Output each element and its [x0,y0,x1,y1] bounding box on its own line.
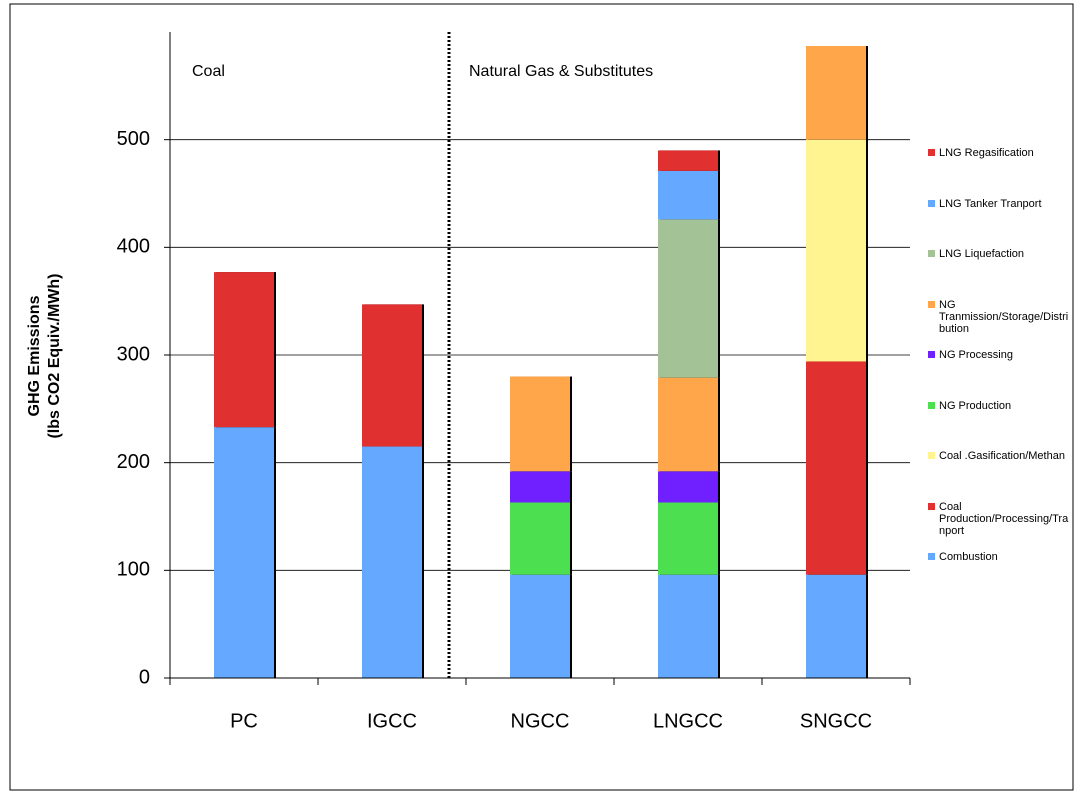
annotation: Natural Gas & Substitutes [469,63,653,80]
legend-item: LNG Tanker Tranport [928,198,1074,210]
legend-item: NG Production [928,400,1074,412]
x-tick-label: PC [230,710,258,732]
legend-item: Coal .Gasification/Methan [928,450,1074,462]
legend-item: LNG Liquefaction [928,248,1074,260]
y-tick-label: 500 [117,128,150,150]
bar-segment [658,170,718,220]
bar-segment [658,219,718,378]
bar-segment [806,574,866,678]
y-axis-label-line: (lbs CO2 Equiv./MWh) [46,273,63,438]
bar-segment [510,471,570,503]
y-tick-label: 100 [117,559,150,581]
bar-segment [510,502,570,575]
legend-swatch [928,553,935,560]
x-tick-label: IGCC [367,710,417,732]
bar-segment [658,377,718,472]
legend-swatch [928,300,935,308]
legend-swatch [928,351,935,358]
y-tick-label: 200 [117,451,150,473]
legend-label: Coal Production/Processing/Tranport [939,500,1069,537]
bar-segment [510,574,570,678]
x-tick-label: NGCC [511,710,570,732]
legend-label: NG Production [939,399,1012,412]
bar-segment [658,150,718,171]
bar-segment [658,502,718,575]
legend-label: LNG Liquefaction [939,248,1024,260]
legend-swatch [928,250,935,257]
frame [9,3,1074,791]
bar-segment [362,304,422,447]
legend-label: LNG Tanker Tranport [939,197,1042,210]
legend-item: Coal Production/Processing/Tranport [928,501,1074,537]
bar-segment [806,361,866,575]
legend-label: LNG Regasification [939,147,1034,159]
legend-label: NG Processing [939,349,1013,361]
x-tick-label: LNGCC [653,710,723,732]
x-tick-label: SNGCC [800,710,872,732]
legend-item: LNG Regasification [928,147,1074,159]
y-axis-label: GHG Emissions (lbs CO2 Equiv./MWh) [26,273,63,438]
bar-segment [806,45,866,140]
bar-segment [510,376,570,472]
y-tick-label: 300 [117,343,150,365]
legend-swatch [928,401,935,409]
legend-item: Combustion [928,551,1074,563]
bar-segment [362,446,422,678]
bar-segment [214,427,274,678]
bar-segment [658,574,718,678]
bar-segment [658,471,718,503]
bar-segment [214,272,274,428]
legend-label: Coal .Gasification/Methan [939,450,1065,462]
legend-item: NG Tranmission/Storage/Distribution [928,299,1074,335]
legend-swatch [928,199,935,207]
y-tick-label: 400 [117,236,150,258]
bar-segment [806,139,866,362]
legend-swatch [928,149,935,156]
legend-label: Combustion [939,551,998,563]
legend-swatch [928,452,935,459]
y-tick-label: 0 [139,666,150,688]
annotation: Coal [192,63,225,80]
legend-label: NG Tranmission/Storage/Distribution [939,298,1069,335]
y-axis-label-line: GHG Emissions [26,295,43,416]
legend-swatch [928,502,935,510]
legend-item: NG Processing [928,349,1074,361]
